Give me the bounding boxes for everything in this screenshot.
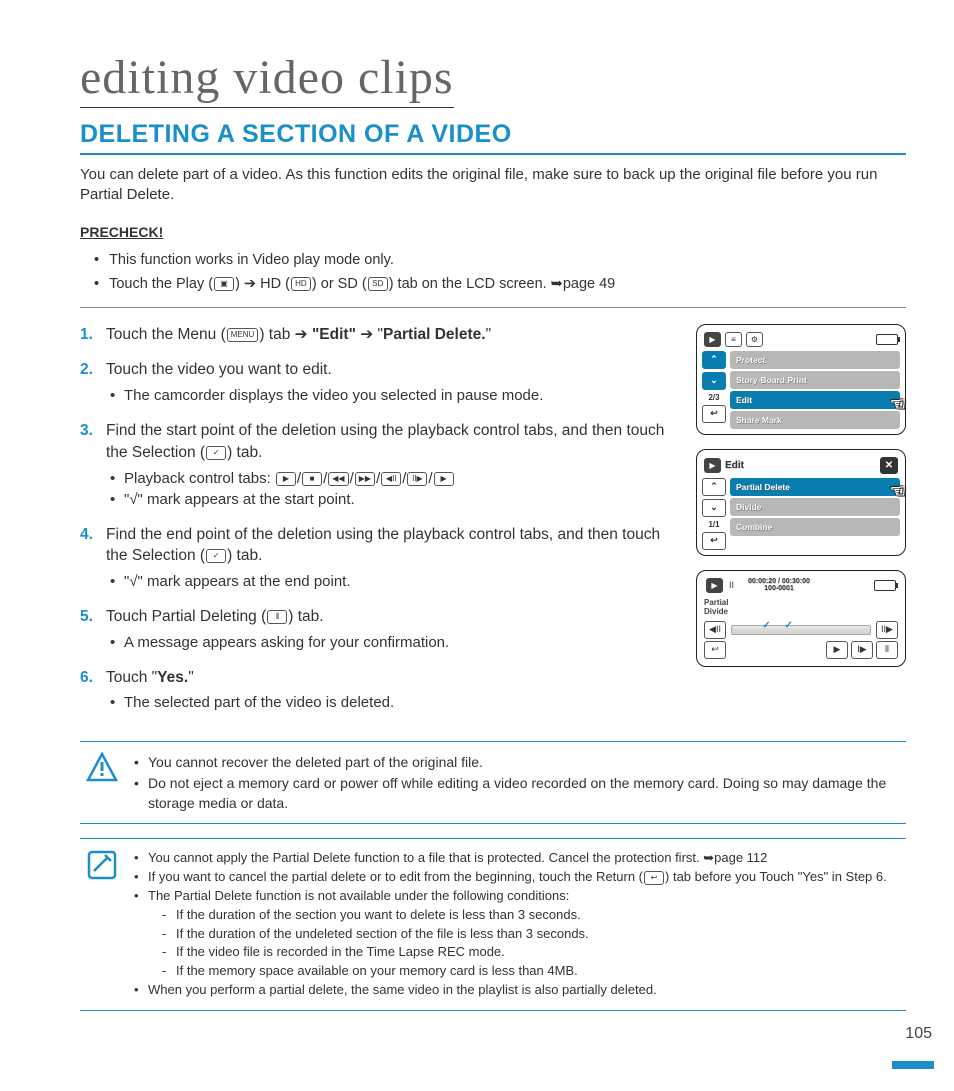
manual-page: editing video clips DELETING A SECTION O… [0, 0, 954, 1041]
inline-icon: ◀II [381, 472, 401, 486]
start-mark-icon: ✓ [762, 620, 770, 631]
note-item: You cannot apply the Partial Delete func… [132, 849, 900, 868]
step-item: Find the start point of the deletion usi… [80, 420, 678, 509]
notes-box: You cannot apply the Partial Delete func… [80, 838, 906, 1011]
inline-icon: ✓ [206, 549, 226, 563]
return-button[interactable]: ↩ [704, 641, 726, 659]
page-bar [892, 1061, 934, 1069]
warning-item: Do not eject a memory card or power off … [132, 773, 900, 814]
warning-list: You cannot recover the deleted part of t… [132, 752, 900, 813]
play-mode-icon: ▶ [704, 458, 721, 473]
battery-icon [874, 580, 896, 591]
return-button[interactable]: ↩ [702, 532, 726, 550]
step-sub-item: The camcorder displays the video you sel… [106, 385, 678, 406]
precheck-item: This function works in Video play mode o… [80, 248, 906, 273]
divider [80, 307, 906, 308]
step-sub-item: "√" mark appears at the start point. [106, 489, 678, 510]
step-item: Touch the Menu (MENU) tab ➔ "Edit" ➔ "Pa… [80, 324, 678, 346]
lcd-edit-screen: ▶ Edit ✕ ⌃ ⌄ 1/1 ↩ Partial Delete☜ Divide… [696, 449, 906, 556]
page-number: 105 [905, 1025, 932, 1043]
section-title: DELETING A SECTION OF A VIDEO [80, 120, 906, 155]
end-mark-icon: ✓ [784, 620, 792, 631]
menu-item[interactable]: Edit☜ [730, 391, 900, 409]
precheck-item: Touch the Play (▣) ➔ HD (HD) or SD (SD) … [80, 272, 906, 297]
return-button[interactable]: ↩ [702, 405, 726, 423]
settings-icon: ⚙ [746, 332, 763, 347]
menu-item[interactable]: Partial Delete☜ [730, 478, 900, 496]
step-sub-item: The selected part of the video is delete… [106, 692, 678, 713]
inline-icon: ▶ [434, 472, 454, 486]
step-button[interactable]: I▶ [851, 641, 873, 659]
frame-fwd-button[interactable]: II▶ [876, 621, 898, 639]
lcd-menu-screen: ▶ ≡ ⚙ ⌃ ⌄ 2/3 ↩ Protect Story-Board Print… [696, 324, 906, 435]
step-sub-item: Playback control tabs: ▶/■/◀◀/▶▶/◀II/II▶… [106, 468, 678, 489]
edit-title: Edit [725, 460, 744, 471]
inline-icon: ■ [302, 472, 322, 486]
play-mode-icon: ▶ [706, 578, 723, 593]
menu-list: Protect Story-Board Print Edit☜ Share Mark [730, 351, 900, 429]
screenshots-column: ▶ ≡ ⚙ ⌃ ⌄ 2/3 ↩ Protect Story-Board Print… [696, 324, 906, 728]
step-item: Touch the video you want to edit.The cam… [80, 359, 678, 406]
note-item: When you perform a partial delete, the s… [132, 981, 900, 1000]
chapter-title: editing video clips [80, 50, 454, 108]
note-item: The Partial Delete function is not avail… [132, 887, 900, 981]
frame-back-button[interactable]: ◀II [704, 621, 726, 639]
play-button[interactable]: ▶ [826, 641, 848, 659]
step-sub-item: A message appears asking for your confir… [106, 632, 678, 653]
partial-divide-label: PartialDivide [702, 595, 900, 621]
notes-list: You cannot apply the Partial Delete func… [132, 849, 900, 1000]
step-sub-item: "√" mark appears at the end point. [106, 571, 678, 592]
note-condition: If the memory space available on your me… [162, 962, 900, 981]
warning-icon [86, 752, 118, 784]
inline-icon: II▶ [407, 472, 427, 486]
edit-menu-list: Partial Delete☜ Divide Combine [730, 478, 900, 550]
pause-icon: II [729, 580, 734, 590]
note-condition: If the duration of the section you want … [162, 906, 900, 925]
inline-icon: MENU [227, 328, 259, 342]
precheck-list: This function works in Video play mode o… [80, 248, 906, 297]
inline-icon: ⦀ [267, 610, 287, 624]
down-button[interactable]: ⌄ [702, 372, 726, 390]
note-icon [86, 849, 118, 881]
step-item: Touch "Yes."The selected part of the vid… [80, 667, 678, 714]
intro-text: You can delete part of a video. As this … [80, 165, 906, 206]
note-item: If you want to cancel the partial delete… [132, 868, 900, 887]
partial-delete-button[interactable]: ⦀ [876, 641, 898, 659]
note-condition: If the video file is recorded in the Tim… [162, 943, 900, 962]
page-indicator: 2/3 [702, 393, 726, 402]
menu-item[interactable]: Divide [730, 498, 900, 516]
inline-icon: HD [291, 277, 311, 291]
inline-icon: ↩ [644, 871, 664, 885]
inline-icon: ▣ [214, 277, 234, 291]
up-button[interactable]: ⌃ [702, 351, 726, 369]
steps-list: Touch the Menu (MENU) tab ➔ "Edit" ➔ "Pa… [80, 324, 678, 714]
menu-item[interactable]: Story-Board Print [730, 371, 900, 389]
inline-icon: SD [368, 277, 388, 291]
menu-item[interactable]: Share Mark [730, 411, 900, 429]
close-button[interactable]: ✕ [880, 457, 898, 474]
clip-number: 100-0001 [748, 585, 810, 593]
inline-icon: ◀◀ [328, 472, 348, 486]
list-icon: ≡ [725, 332, 742, 347]
inline-icon: ▶ [276, 472, 296, 486]
battery-icon [876, 334, 898, 345]
play-mode-icon: ▶ [704, 332, 721, 347]
menu-item[interactable]: Protect [730, 351, 900, 369]
timecode: 00:00:20 / 00:30:00 [748, 578, 810, 586]
timeline[interactable]: ✓ ✓ [731, 625, 871, 635]
lcd-partial-delete-screen: ▶ II 00:00:20 / 00:30:00 100-0001 Partia… [696, 570, 906, 667]
down-button[interactable]: ⌄ [702, 499, 726, 517]
inline-icon: ✓ [206, 446, 226, 460]
step-item: Touch Partial Deleting (⦀) tab.A message… [80, 606, 678, 653]
page-indicator: 1/1 [702, 520, 726, 529]
warning-box: You cannot recover the deleted part of t… [80, 741, 906, 824]
note-condition: If the duration of the undeleted section… [162, 925, 900, 944]
up-button[interactable]: ⌃ [702, 478, 726, 496]
inline-icon: ▶▶ [355, 472, 375, 486]
step-item: Find the end point of the deletion using… [80, 524, 678, 592]
menu-item[interactable]: Combine [730, 518, 900, 536]
warning-item: You cannot recover the deleted part of t… [132, 752, 900, 772]
steps-column: Touch the Menu (MENU) tab ➔ "Edit" ➔ "Pa… [80, 324, 678, 728]
precheck-heading: PRECHECK! [80, 224, 906, 240]
